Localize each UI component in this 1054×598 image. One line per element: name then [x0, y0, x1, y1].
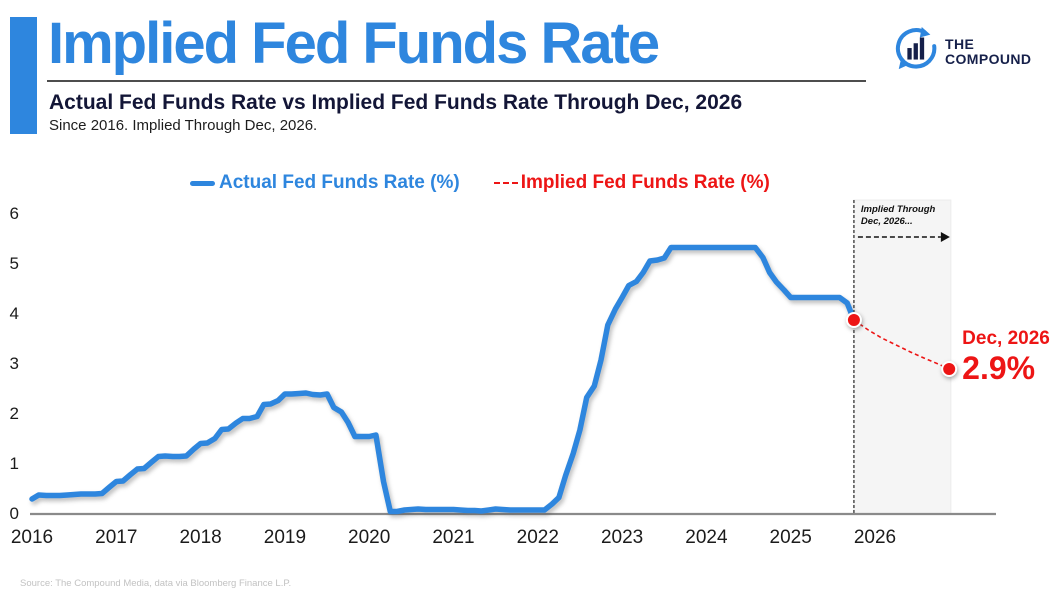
- chart-subtitle-secondary: Since 2016. Implied Through Dec, 2026.: [49, 117, 318, 134]
- y-tick-label: 4: [9, 304, 19, 323]
- implied-region-arrowhead: [940, 232, 950, 242]
- endpoint-date: Dec, 2026: [962, 328, 1050, 349]
- compound-circular-chart-icon: [893, 26, 939, 77]
- y-tick-label: 0: [9, 504, 19, 523]
- x-tick-label: 2026: [853, 527, 897, 548]
- logo-text-line2: COMPOUND: [945, 50, 1032, 67]
- implied-line-swatch: [493, 182, 518, 184]
- chart-subtitle: Actual Fed Funds Rate vs Implied Fed Fun…: [49, 91, 743, 114]
- chart-legend: Actual Fed Funds Rate (%) Implied Fed Fu…: [190, 170, 770, 196]
- y-tick-label: 5: [9, 254, 19, 273]
- x-tick-label: 2019: [263, 527, 307, 548]
- x-tick-label: 2016: [10, 527, 54, 548]
- implied-region-note: Implied Through Dec, 2026...: [861, 204, 956, 228]
- actual-rate-line: [29, 244, 857, 515]
- actual-line-swatch: [190, 180, 215, 186]
- x-tick-label: 2017: [95, 527, 138, 548]
- forecast-end-marker: [941, 361, 958, 377]
- implied-region-note-line1: Implied Through: [860, 204, 936, 215]
- forecast-start-marker: [845, 312, 862, 328]
- page-title: Implied Fed Funds Rate: [48, 11, 660, 76]
- x-tick-label: 2020: [348, 527, 391, 548]
- title-divider: [47, 80, 866, 82]
- legend-actual-label: Actual Fed Funds Rate (%): [219, 172, 460, 193]
- x-tick-label: 2023: [600, 527, 644, 548]
- x-tick-label: 2024: [685, 527, 728, 548]
- legend-implied-label: Implied Fed Funds Rate (%): [520, 172, 770, 193]
- x-tick-label: 2021: [432, 527, 475, 548]
- logo-text-line1: THE: [945, 35, 975, 52]
- y-tick-label: 6: [9, 204, 19, 223]
- x-tick-label: 2025: [769, 527, 812, 548]
- y-tick-label: 2: [9, 404, 19, 423]
- logo-text: THE COMPOUND: [945, 35, 1032, 67]
- x-tick-label: 2018: [179, 527, 222, 548]
- y-tick-label: 3: [9, 354, 19, 373]
- title-accent-bar: [10, 17, 37, 134]
- the-compound-logo: THE COMPOUND: [893, 26, 1031, 77]
- x-tick-label: 2022: [516, 527, 559, 548]
- source-note: Source: The Compound Media, data via Blo…: [20, 578, 292, 589]
- implied-rate-line: [853, 319, 950, 370]
- endpoint-value: 2.9%: [962, 350, 1036, 386]
- endpoint-callout: Dec, 2026 2.9%: [962, 328, 1050, 387]
- implied-region-note-line2: Dec, 2026...: [860, 216, 913, 227]
- y-tick-label: 1: [9, 454, 19, 473]
- implied-forecast-region: [853, 199, 952, 515]
